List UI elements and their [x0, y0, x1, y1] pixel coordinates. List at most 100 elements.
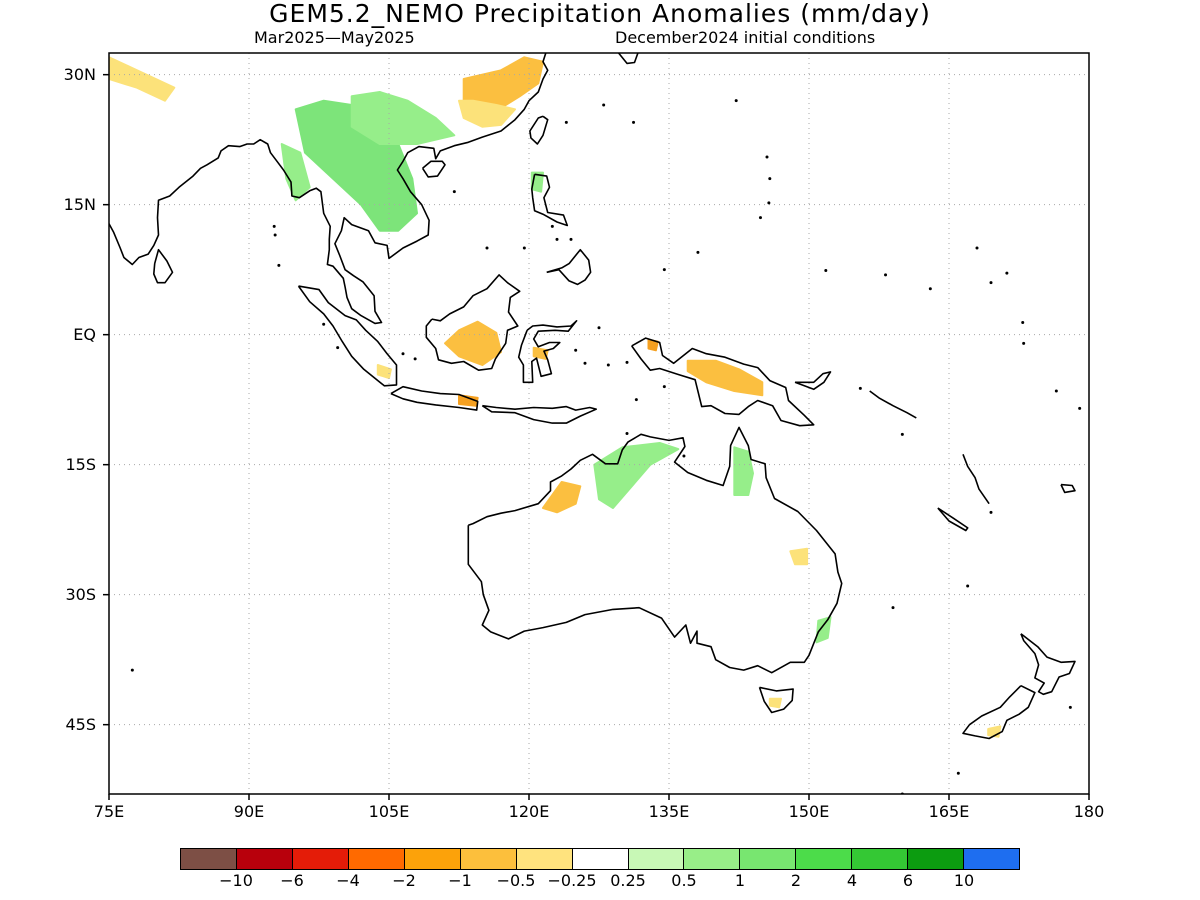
colorbar-swatch: [460, 849, 517, 869]
island-dot: [94, 299, 97, 302]
island-dot: [758, 216, 762, 220]
coastline-vanuatu: [962, 454, 990, 505]
island-dot: [272, 224, 276, 228]
map-title: GEM5.2_NEMO Precipitation Anomalies (mm/…: [269, 0, 931, 28]
colorbar-label: −10: [219, 871, 253, 890]
island-dot: [606, 363, 610, 367]
island-dot: [452, 190, 456, 194]
island-dot: [858, 386, 862, 390]
coastline-java: [390, 385, 479, 411]
colorbar-label: 4: [846, 871, 858, 890]
lat-tick-label: 15S: [65, 454, 96, 474]
island-dot: [956, 771, 960, 775]
coastline-japan-kyushu: [617, 53, 639, 65]
anomaly-region-new-guinea: [686, 359, 764, 397]
island-dot: [767, 201, 771, 205]
island-dot: [625, 360, 629, 364]
colorbar-swatch: [572, 849, 629, 869]
island-dot: [130, 668, 134, 672]
coastline-nz-north-island: [1020, 633, 1076, 696]
island-dot: [966, 584, 970, 588]
lon-tick-label: 90E: [233, 802, 265, 821]
island-dot: [765, 155, 769, 159]
island-dot: [574, 348, 578, 352]
plot-frame: [108, 52, 1090, 795]
coastlines: [94, 53, 1082, 794]
coastline-sri-lanka: [153, 248, 174, 284]
island-dot: [682, 454, 686, 458]
island-dot: [768, 177, 772, 181]
anomaly-region-india-west-coast: [109, 56, 176, 102]
island-dot: [824, 269, 828, 273]
lon-tick-label: 165E: [928, 802, 970, 821]
island-dot: [569, 237, 573, 241]
colorbar-label: 10: [953, 871, 975, 890]
coastline-sumatra: [297, 285, 398, 387]
axis-ticks: [103, 73, 1090, 800]
coastline-fiji: [1060, 483, 1076, 494]
island-dot: [597, 326, 601, 330]
coastline-australia: [467, 426, 843, 674]
coastline-lesser-sunda: [481, 404, 598, 424]
colorbar-label: 0.25: [610, 871, 646, 890]
island-dot: [975, 246, 979, 250]
coastline-new-caledonia: [937, 507, 969, 532]
coastline-tasmania: [758, 686, 794, 714]
anomaly-region-tasmania: [768, 697, 782, 709]
lat-tick-label: 45S: [65, 714, 96, 734]
colorbar-label: −0.5: [496, 871, 536, 890]
anomaly-region-cape-york: [733, 446, 754, 496]
colorbar-label: −1: [448, 871, 472, 890]
colorbar-label: −4: [336, 871, 360, 890]
anomaly-layer: [109, 56, 1002, 738]
island-dot: [336, 346, 340, 350]
colorbar-swatch: [852, 849, 909, 869]
anomaly-region-new-south-wales: [815, 616, 832, 644]
anomaly-region-borneo: [444, 320, 502, 366]
island-dot: [1068, 705, 1072, 709]
colorbar-swatch: [964, 849, 1020, 869]
island-dot: [583, 361, 587, 365]
colorbar: [180, 848, 1020, 870]
anomaly-region-southern-china: [458, 99, 516, 128]
coastline-china-coast: [109, 53, 549, 325]
island-dot: [696, 250, 700, 254]
anomaly-region-java: [458, 394, 479, 407]
island-dot: [273, 233, 277, 237]
colorbar-swatch: [684, 849, 741, 869]
island-dot: [928, 287, 932, 291]
island-dot: [625, 431, 629, 435]
coastline-hainan: [421, 160, 446, 178]
island-dot: [555, 237, 559, 241]
anomaly-region-sumatra-south: [376, 364, 392, 379]
island-dot: [401, 352, 405, 356]
colorbar-swatch: [516, 849, 573, 869]
colorbar-label: −2: [392, 871, 416, 890]
colorbar-swatch: [740, 849, 797, 869]
island-dot: [989, 281, 993, 285]
lon-tick-label: 135E: [648, 802, 690, 821]
lon-tick-label: 180: [1073, 802, 1105, 821]
island-dot: [891, 606, 895, 610]
island-dot: [1054, 389, 1058, 393]
colorbar-label: 6: [902, 871, 914, 890]
colorbar-label: −0.25: [547, 871, 597, 890]
lon-tick-label: 105E: [368, 802, 410, 821]
anomaly-region-northern-territory: [593, 442, 680, 509]
coastline-sulawesi: [517, 319, 578, 384]
colorbar-label: 2: [790, 871, 802, 890]
island-dot: [1021, 321, 1025, 325]
island-dot: [564, 120, 568, 124]
colorbar-swatch: [628, 849, 685, 869]
lon-tick-label: 150E: [788, 802, 830, 821]
lon-tick-label: 75E: [93, 802, 125, 821]
lat-tick-label: 15N: [63, 194, 96, 214]
island-dot: [522, 246, 526, 250]
island-dot: [485, 246, 489, 250]
island-dot: [550, 224, 554, 228]
island-dot: [632, 120, 636, 124]
gridlines: [109, 53, 1089, 794]
island-dot: [322, 322, 326, 326]
island-dot: [1022, 341, 1026, 345]
island-dot: [662, 385, 666, 389]
